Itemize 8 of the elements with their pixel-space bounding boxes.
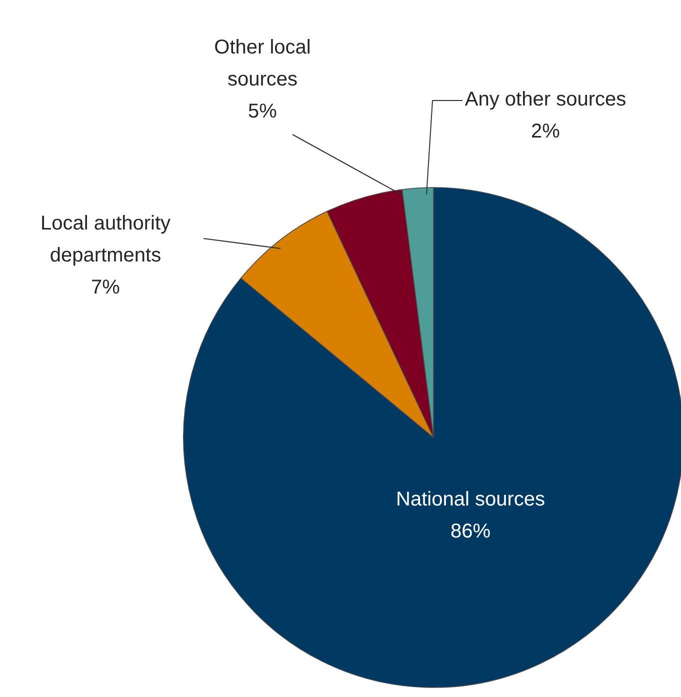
- data-label: 86%: [450, 520, 491, 542]
- data-label: 7%: [91, 276, 120, 298]
- data-label: 5%: [248, 100, 278, 122]
- slice-label: Local authority departments: [40, 212, 171, 266]
- slice-label: Other local sources: [214, 36, 311, 90]
- data-label: 2%: [531, 120, 560, 142]
- slice-label: Any other sources: [464, 88, 626, 110]
- slice-label: National sources: [396, 488, 545, 510]
